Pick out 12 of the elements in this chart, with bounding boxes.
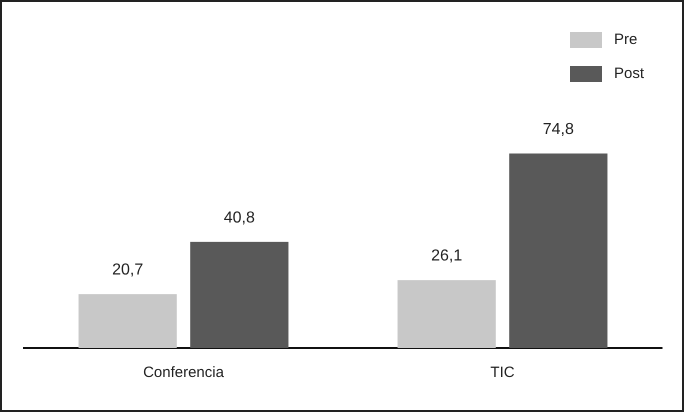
data-label: 26,1 xyxy=(431,248,462,265)
bar xyxy=(78,294,177,348)
data-label: 40,8 xyxy=(224,209,255,226)
bar xyxy=(509,154,608,348)
legend-label: Post xyxy=(614,65,645,82)
x-tick-label: TIC xyxy=(490,364,515,382)
data-label: 20,7 xyxy=(112,262,144,279)
bar xyxy=(190,242,288,348)
data-label: 74,8 xyxy=(542,120,574,138)
bar xyxy=(398,280,496,348)
x-tick-label: Conferencia xyxy=(143,364,225,382)
legend-label: Pre xyxy=(614,31,638,48)
